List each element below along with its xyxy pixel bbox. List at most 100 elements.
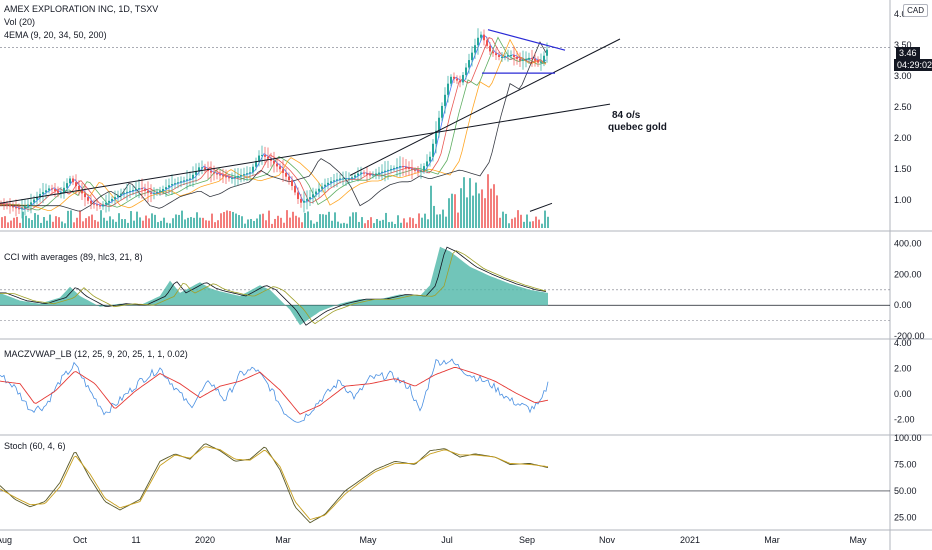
volume-bar <box>34 213 36 228</box>
volume-bar <box>4 216 6 228</box>
price-axis-tick: 2.00 <box>894 133 912 143</box>
time-axis-tick: 2020 <box>195 535 215 545</box>
volume-indicator-label[interactable]: Vol (20) <box>4 17 36 27</box>
candle-body <box>171 184 173 186</box>
volume-bar <box>406 222 408 228</box>
ema-indicator-label[interactable]: 4EMA (9, 20, 34, 50, 200) <box>4 30 107 40</box>
candle-body <box>300 198 302 203</box>
volume-bar <box>487 174 489 228</box>
candle-body <box>147 190 149 193</box>
candle-body <box>465 67 467 75</box>
price-axis-tick: 3.50 <box>894 40 912 50</box>
volume-bar <box>421 217 423 228</box>
candle-body <box>285 172 287 177</box>
stoch-pane-label[interactable]: Stoch (60, 4, 6) <box>4 441 66 451</box>
candle-body <box>360 172 362 174</box>
candle-body <box>381 171 383 173</box>
volume-bar <box>211 213 213 228</box>
time-axis-tick: May <box>849 535 867 545</box>
volume-bar <box>490 188 492 228</box>
volume-bar <box>325 214 327 228</box>
candle-body <box>534 58 536 61</box>
volume-bar <box>115 221 117 228</box>
volume-bar <box>10 220 12 228</box>
annotation-shares[interactable]: 84 o/s <box>612 110 641 121</box>
candle-body <box>96 204 98 206</box>
candle-body <box>288 176 290 181</box>
candle-body <box>69 178 71 184</box>
volume-bar <box>316 221 318 228</box>
candle-body <box>204 167 206 170</box>
volume-bar <box>106 220 108 228</box>
volume-bar <box>82 221 84 228</box>
volume-bar <box>322 214 324 228</box>
candle-body <box>201 167 203 169</box>
candle-body <box>93 203 95 205</box>
candle-body <box>189 178 191 180</box>
candle-body <box>372 174 374 176</box>
volume-bar <box>121 219 123 228</box>
stoch-axis-tick: 25.00 <box>894 512 917 522</box>
symbol-title[interactable]: AMEX EXPLORATION INC, 1D, TSXV <box>4 4 159 14</box>
time-axis-tick: 2021 <box>680 535 700 545</box>
currency-badge[interactable]: CAD <box>903 4 928 17</box>
candle-body <box>309 197 311 199</box>
candle-body <box>423 166 425 171</box>
candle-body <box>480 34 482 38</box>
candle-body <box>51 188 53 190</box>
candle-body <box>432 143 434 157</box>
candle-body <box>474 45 476 53</box>
volume-bar <box>397 215 399 228</box>
candle-body <box>348 178 350 180</box>
volume-bar <box>250 218 252 228</box>
volume-bar <box>310 220 312 228</box>
macd-pane-label[interactable]: MACZVWAP_LB (12, 25, 9, 20, 25, 1, 1, 0.… <box>4 349 188 359</box>
volume-bar <box>445 216 447 228</box>
candle-body <box>537 60 539 63</box>
candle-body <box>390 168 392 170</box>
volume-bar <box>328 211 330 228</box>
volume-bar <box>538 219 540 228</box>
candle-body <box>24 206 26 209</box>
volume-bar <box>385 212 387 228</box>
volume-bar <box>472 195 474 228</box>
volume-bar <box>208 220 210 228</box>
price-axis-tick: 2.50 <box>894 102 912 112</box>
candle-body <box>261 154 263 156</box>
time-axis-tick: Aug <box>0 535 12 545</box>
candle-body <box>477 37 479 46</box>
candle-body <box>42 192 44 194</box>
candle-body <box>249 172 251 174</box>
volume-bar <box>232 211 234 228</box>
volume-bar <box>355 212 357 228</box>
volume-bar <box>412 218 414 228</box>
annotation-quebec-gold[interactable]: quebec gold <box>608 122 667 133</box>
volume-bar <box>391 221 393 228</box>
candle-body <box>321 186 323 189</box>
candle-body <box>237 176 239 178</box>
volume-bar <box>493 184 495 228</box>
candle-body <box>33 199 35 203</box>
macd-axis-tick: 2.00 <box>894 363 912 373</box>
candle-body <box>297 192 299 199</box>
volume-bar <box>379 220 381 228</box>
cci-pane-label[interactable]: CCI with averages (89, hlc3, 21, 8) <box>4 252 143 262</box>
candle-body <box>105 202 107 205</box>
macd-fast-line <box>0 358 549 423</box>
volume-bar <box>55 216 57 228</box>
candle-body <box>255 161 257 167</box>
candle-body <box>351 177 353 179</box>
volume-bar <box>157 222 159 228</box>
volume-bar <box>433 205 435 228</box>
volume-bar <box>451 193 453 228</box>
volume-bar <box>256 218 258 228</box>
candle-body <box>0 203 2 205</box>
candle-body <box>279 166 281 170</box>
time-axis-tick: Jul <box>441 535 453 545</box>
volume-bar <box>307 211 309 228</box>
candle-body <box>489 45 491 52</box>
volume-bar <box>88 216 90 228</box>
candle-body <box>306 198 308 201</box>
volume-bar <box>223 211 225 228</box>
